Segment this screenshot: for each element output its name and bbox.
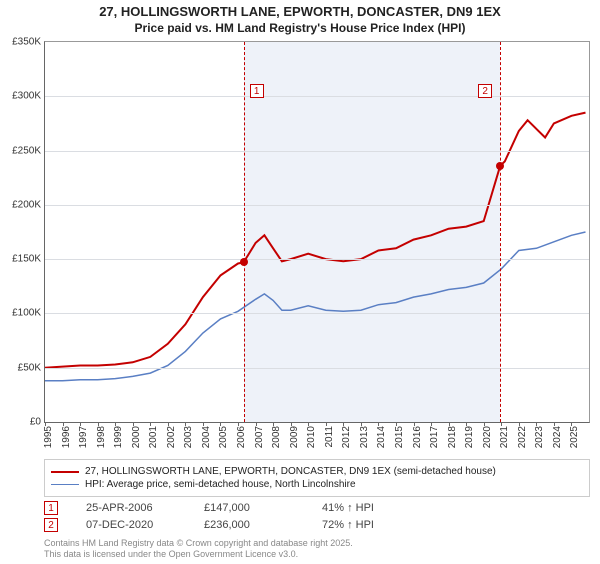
legend-label: HPI: Average price, semi-detached house,…	[85, 479, 356, 490]
y-axis-label: £200K	[12, 199, 45, 210]
x-axis-label: 2000	[131, 426, 142, 448]
transaction-price: £147,000	[204, 502, 294, 514]
y-axis-label: £50K	[18, 362, 45, 373]
gridline	[45, 151, 589, 152]
legend-row: 27, HOLLINGSWORTH LANE, EPWORTH, DONCAST…	[51, 466, 583, 477]
transaction-date: 25-APR-2006	[86, 502, 176, 514]
x-axis-label: 2002	[166, 426, 177, 448]
x-axis-label: 2019	[464, 426, 475, 448]
transaction-row-marker: 2	[44, 518, 58, 532]
chart-svg	[45, 42, 589, 422]
transaction-line	[244, 42, 245, 422]
x-axis-label: 1999	[113, 426, 124, 448]
x-axis-label: 2008	[271, 426, 282, 448]
x-axis-label: 1997	[78, 426, 89, 448]
y-axis-label: £150K	[12, 254, 45, 265]
x-axis-label: 2014	[376, 426, 387, 448]
legend-row: HPI: Average price, semi-detached house,…	[51, 479, 583, 490]
transaction-row: 1 25-APR-2006 £147,000 41% ↑ HPI	[44, 501, 590, 515]
x-axis-label: 2016	[412, 426, 423, 448]
chart-area: £0£50K£100K£150K£200K£250K£300K£350K1995…	[44, 41, 590, 423]
gridline	[45, 313, 589, 314]
y-axis-label: £350K	[12, 37, 45, 48]
title-line2: Price paid vs. HM Land Registry's House …	[0, 21, 600, 35]
gridline	[45, 368, 589, 369]
x-axis-label: 2013	[359, 426, 370, 448]
x-axis-label: 2009	[289, 426, 300, 448]
transaction-line	[500, 42, 501, 422]
y-axis-label: £100K	[12, 308, 45, 319]
legend-swatch	[51, 484, 79, 485]
legend-label: 27, HOLLINGSWORTH LANE, EPWORTH, DONCAST…	[85, 466, 496, 477]
transaction-delta: 41% ↑ HPI	[322, 502, 412, 514]
transaction-row: 2 07-DEC-2020 £236,000 72% ↑ HPI	[44, 518, 590, 532]
y-axis-label: £250K	[12, 145, 45, 156]
gridline	[45, 205, 589, 206]
x-axis-label: 2022	[517, 426, 528, 448]
transaction-table: 1 25-APR-2006 £147,000 41% ↑ HPI 2 07-DEC-202…	[44, 501, 590, 532]
gridline	[45, 259, 589, 260]
footer-line2: This data is licensed under the Open Gov…	[44, 549, 590, 560]
x-axis-label: 2024	[552, 426, 563, 448]
transaction-marker: 1	[250, 84, 264, 98]
gridline	[45, 96, 589, 97]
x-axis-label: 2012	[341, 426, 352, 448]
x-axis-label: 2023	[534, 426, 545, 448]
x-axis-label: 2004	[201, 426, 212, 448]
title-line1: 27, HOLLINGSWORTH LANE, EPWORTH, DONCAST…	[0, 4, 600, 19]
y-axis-label: £300K	[12, 91, 45, 102]
x-axis-label: 2007	[254, 426, 265, 448]
series-hpi	[45, 232, 586, 381]
x-axis-label: 1995	[43, 426, 54, 448]
x-axis-label: 2015	[394, 426, 405, 448]
transaction-row-marker: 1	[44, 501, 58, 515]
transaction-date: 07-DEC-2020	[86, 519, 176, 531]
legend: 27, HOLLINGSWORTH LANE, EPWORTH, DONCAST…	[44, 459, 590, 497]
x-axis-label: 2005	[218, 426, 229, 448]
transaction-dot	[496, 162, 504, 170]
transaction-dot	[240, 258, 248, 266]
x-axis-label: 2001	[148, 426, 159, 448]
legend-swatch	[51, 471, 79, 473]
x-axis-label: 1998	[96, 426, 107, 448]
x-axis-label: 1996	[61, 426, 72, 448]
transaction-price: £236,000	[204, 519, 294, 531]
footer-line1: Contains HM Land Registry data © Crown c…	[44, 538, 590, 549]
x-axis-label: 2006	[236, 426, 247, 448]
x-axis-label: 2021	[499, 426, 510, 448]
transaction-delta: 72% ↑ HPI	[322, 519, 412, 531]
transaction-marker: 2	[478, 84, 492, 98]
x-axis-label: 2017	[429, 426, 440, 448]
x-axis-label: 2011	[324, 426, 335, 448]
x-axis-label: 2010	[306, 426, 317, 448]
x-axis-label: 2020	[482, 426, 493, 448]
footer: Contains HM Land Registry data © Crown c…	[44, 538, 590, 560]
chart-container: 27, HOLLINGSWORTH LANE, EPWORTH, DONCAST…	[0, 4, 600, 564]
x-axis-label: 2003	[183, 426, 194, 448]
x-axis-label: 2018	[447, 426, 458, 448]
x-axis-label: 2025	[569, 426, 580, 448]
